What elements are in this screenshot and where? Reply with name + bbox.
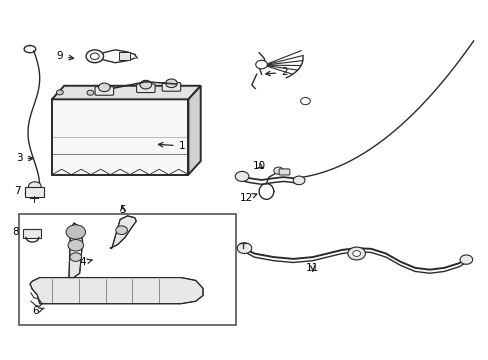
Text: 12: 12 <box>240 193 256 203</box>
Circle shape <box>459 255 472 264</box>
Text: 3: 3 <box>16 153 33 163</box>
Polygon shape <box>188 86 200 175</box>
Circle shape <box>255 60 267 69</box>
Text: 10: 10 <box>252 161 265 171</box>
Text: 9: 9 <box>57 51 74 61</box>
Circle shape <box>235 171 248 181</box>
Circle shape <box>237 243 251 253</box>
Polygon shape <box>30 278 203 304</box>
Text: 5: 5 <box>119 206 125 216</box>
Circle shape <box>66 225 85 239</box>
Circle shape <box>352 251 360 256</box>
Text: 7: 7 <box>15 186 30 196</box>
Text: 6: 6 <box>32 306 44 316</box>
Bar <box>19 214 236 325</box>
Circle shape <box>347 247 365 260</box>
FancyBboxPatch shape <box>162 82 180 91</box>
FancyBboxPatch shape <box>95 87 113 95</box>
Circle shape <box>140 80 151 89</box>
Circle shape <box>28 182 41 191</box>
Circle shape <box>98 83 110 92</box>
Circle shape <box>293 176 305 185</box>
Circle shape <box>90 53 99 59</box>
FancyBboxPatch shape <box>136 84 155 93</box>
FancyBboxPatch shape <box>279 169 289 175</box>
Text: 4: 4 <box>79 257 92 267</box>
Polygon shape <box>69 223 82 278</box>
Circle shape <box>273 167 283 174</box>
Circle shape <box>300 98 310 105</box>
Circle shape <box>165 79 177 87</box>
Polygon shape <box>110 216 136 248</box>
FancyBboxPatch shape <box>23 229 41 238</box>
FancyBboxPatch shape <box>119 52 130 60</box>
Bar <box>52 99 188 175</box>
Text: 8: 8 <box>13 227 28 237</box>
Circle shape <box>87 90 94 95</box>
Circle shape <box>68 239 83 251</box>
Circle shape <box>86 50 103 63</box>
Circle shape <box>116 226 127 234</box>
Text: 1: 1 <box>158 141 185 151</box>
Circle shape <box>56 90 63 95</box>
Polygon shape <box>52 86 200 99</box>
Circle shape <box>70 253 81 261</box>
FancyBboxPatch shape <box>25 187 44 197</box>
Text: 11: 11 <box>305 263 319 273</box>
Text: 2: 2 <box>265 67 287 77</box>
